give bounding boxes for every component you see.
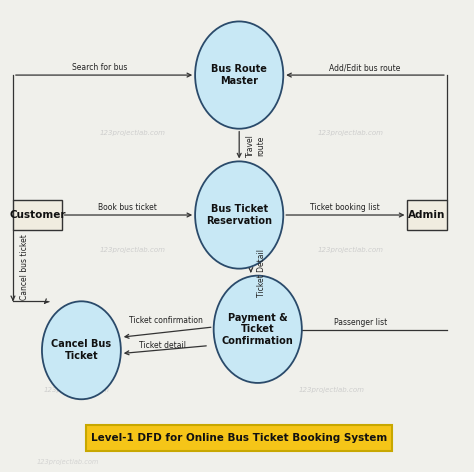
Text: 123projectlab.com: 123projectlab.com [36,458,99,464]
Text: Bus Route
Master: Bus Route Master [211,64,267,86]
Text: 123projectlab.com: 123projectlab.com [100,247,165,253]
Text: Travel
route: Travel route [246,134,265,157]
Text: Book bus ticket: Book bus ticket [99,203,157,212]
Ellipse shape [195,161,283,269]
Text: 123projectlab.com: 123projectlab.com [318,130,383,136]
Text: Cancel bus ticket: Cancel bus ticket [20,234,29,300]
FancyBboxPatch shape [408,200,447,230]
Ellipse shape [195,21,283,129]
Text: Ticket Detail: Ticket Detail [257,249,266,297]
Text: 123projectlab.com: 123projectlab.com [100,130,165,136]
Text: 123projectlab.com: 123projectlab.com [299,387,365,393]
Ellipse shape [214,276,302,383]
Ellipse shape [42,301,121,399]
Text: Payment &
Ticket
Confirmation: Payment & Ticket Confirmation [222,312,293,346]
Text: Search for bus: Search for bus [72,63,128,72]
Text: 123projectlab.com: 123projectlab.com [318,247,383,253]
Text: Ticket booking list: Ticket booking list [310,203,380,212]
FancyBboxPatch shape [13,200,62,230]
Text: Passenger list: Passenger list [334,318,387,327]
Text: Level-1 DFD for Online Bus Ticket Booking System: Level-1 DFD for Online Bus Ticket Bookin… [91,433,387,443]
FancyBboxPatch shape [86,425,392,451]
Text: Ticket confirmation: Ticket confirmation [129,316,203,325]
Text: Bus Ticket
Reservation: Bus Ticket Reservation [206,204,272,226]
Text: Admin: Admin [409,210,446,220]
Text: Cancel Bus
Ticket: Cancel Bus Ticket [51,339,111,361]
Text: Ticket detail: Ticket detail [139,341,186,350]
Text: 123projectlab.com: 123projectlab.com [44,387,110,393]
Text: Customer: Customer [9,210,65,220]
Text: Add/Edit bus route: Add/Edit bus route [329,63,400,72]
